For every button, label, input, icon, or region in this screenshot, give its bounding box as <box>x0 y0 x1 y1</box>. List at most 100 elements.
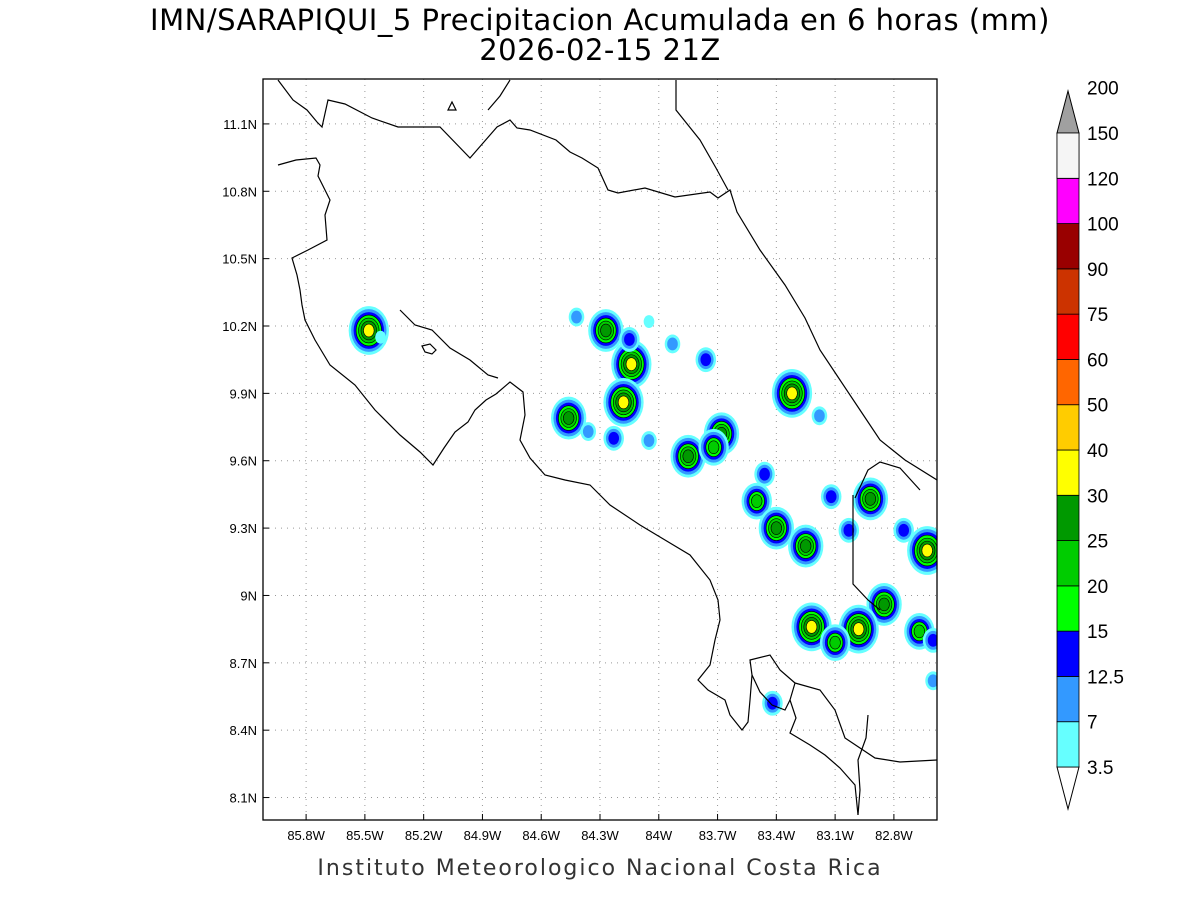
precip-cell <box>852 477 889 521</box>
lat-tick-label: 9.9N <box>230 386 257 401</box>
precip-contour <box>864 492 877 506</box>
lon-tick-label: 82.8W <box>875 828 913 843</box>
colorbar-label: 12.5 <box>1087 667 1124 688</box>
small-island <box>447 100 457 111</box>
colorbar-label: 7 <box>1087 713 1098 734</box>
precip-contour <box>814 409 825 423</box>
precip-cell <box>698 428 729 466</box>
precip-cell <box>838 517 860 543</box>
lat-tick-label: 8.7N <box>230 656 257 671</box>
precip-contour <box>800 539 812 553</box>
lat-tick-label: 9.3N <box>230 521 257 536</box>
san-juan-river <box>675 80 729 191</box>
precip-cell <box>619 327 640 352</box>
colorbar-swatch <box>1056 177 1080 224</box>
lat-tick-label: 10.8N <box>222 184 257 199</box>
colorbar-label: 150 <box>1087 124 1119 145</box>
colorbar-swatch <box>1056 404 1080 451</box>
colorbar-label: 90 <box>1087 260 1108 281</box>
colorbar-swatch <box>1056 313 1080 360</box>
precip-cell <box>788 524 824 568</box>
coastlines-borders <box>277 79 937 816</box>
lon-tick-label: 84.6W <box>522 828 560 843</box>
precip-contour <box>375 330 386 344</box>
precip-cell <box>819 624 851 662</box>
precip-contour <box>829 635 841 650</box>
caribbean-nicaragua-coast <box>277 79 937 481</box>
map-credit: Instituto Meteorologico Nacional Costa R… <box>317 856 883 881</box>
nicoya-gulf-coast <box>399 309 499 379</box>
colorbar-swatch <box>1056 132 1080 179</box>
lon-tick-label: 84.9W <box>464 828 502 843</box>
chiriqui-lagoon <box>854 461 921 499</box>
osa-peninsula <box>751 674 791 711</box>
colorbar-label: 50 <box>1087 396 1108 417</box>
lake-nicaragua-coast <box>487 79 511 111</box>
precip-cell <box>550 396 587 440</box>
precip-contour <box>571 310 582 324</box>
colorbar-swatch <box>1056 223 1080 270</box>
precip-contour <box>843 523 855 537</box>
colorbar-label: 30 <box>1087 486 1108 507</box>
precip-contour <box>927 674 937 688</box>
lon-tick-label: 83.7W <box>699 828 737 843</box>
lat-tick-label: 8.1N <box>230 791 257 806</box>
lat-tick-label: 8.4N <box>230 723 257 738</box>
precip-cell <box>893 517 914 543</box>
precip-cell <box>811 406 828 426</box>
precip-contour <box>759 467 770 481</box>
precip-cell <box>603 425 624 451</box>
colorbar-upper-arrow <box>1056 89 1080 134</box>
map-title: IMN/SARAPIQUI_5 Precipitacion Acumulada … <box>150 3 1050 37</box>
lon-tick-label: 83.4W <box>758 828 796 843</box>
lat-tick-label: 9.6N <box>230 454 257 469</box>
precip-contour <box>600 323 612 338</box>
colorbar-label: 200 <box>1087 79 1119 100</box>
precip-contour <box>898 523 910 537</box>
colorbar-label: 15 <box>1087 622 1108 643</box>
axis-tick-labels: 85.8W 85.5W 85.2W 84.9W 84.6W 84.3W 84W 83.7W 83… <box>222 117 913 843</box>
map-frame <box>262 78 938 821</box>
precip-contour <box>770 521 782 535</box>
colorbar-label: 25 <box>1087 532 1108 553</box>
precip-cell <box>771 368 813 418</box>
colorbar-label: 3.5 <box>1087 758 1113 779</box>
precip-contour <box>563 411 575 425</box>
lat-tick-label: 10.5N <box>222 252 257 267</box>
precip-contour <box>643 315 655 328</box>
precip-cell <box>922 627 937 653</box>
precip-cell <box>762 690 783 716</box>
precip-contour <box>700 353 712 367</box>
colorbar-swatch <box>1056 540 1080 587</box>
lon-tick-label: 84W <box>645 828 672 843</box>
colorbar-label: 20 <box>1087 577 1108 598</box>
colorbar-label: 100 <box>1087 215 1119 236</box>
precip-contour <box>624 333 635 346</box>
colorbar-swatch <box>1056 449 1080 496</box>
lon-tick-label: 85.2W <box>405 828 443 843</box>
precip-contour <box>878 597 890 612</box>
precip-cell <box>641 431 657 450</box>
precip-cell <box>348 306 389 355</box>
precip-field <box>348 306 937 716</box>
precip-contour <box>927 633 937 647</box>
precip-contour <box>643 434 655 447</box>
golfo-dulce-east <box>794 682 937 763</box>
precip-cell <box>741 482 772 520</box>
precip-cell <box>664 334 681 354</box>
panama-border <box>852 495 881 611</box>
lat-tick-label: 10.2N <box>222 319 257 334</box>
colorbar-swatch <box>1056 630 1080 677</box>
colorbar-swatch <box>1056 676 1080 723</box>
precip-cell <box>925 671 937 691</box>
precip-cell <box>603 377 644 427</box>
precip-cell <box>695 347 717 373</box>
precip-contour <box>617 395 630 410</box>
colorbar-label: 75 <box>1087 305 1108 326</box>
precip-cell <box>643 315 655 328</box>
precip-cell <box>670 434 706 478</box>
colorbar: 3.5 7 12.5 15 20 25 30 40 50 60 75 90 100 120 150 200 <box>1056 79 1124 811</box>
lon-tick-label: 83.1W <box>816 828 854 843</box>
precip-contour <box>805 620 818 634</box>
